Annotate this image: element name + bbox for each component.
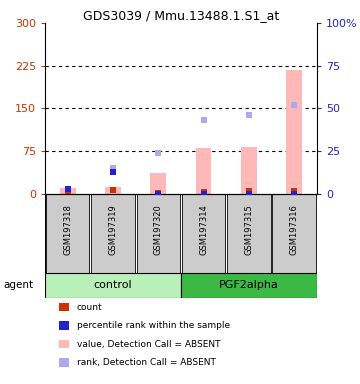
Text: count: count	[77, 303, 102, 312]
Text: GSM197320: GSM197320	[154, 204, 163, 255]
Bar	[105, 187, 121, 194]
Text: GSM197314: GSM197314	[199, 204, 208, 255]
Bar	[45, 273, 181, 298]
Bar	[181, 273, 317, 298]
Bar	[60, 188, 76, 194]
Bar	[227, 194, 271, 273]
Text: value, Detection Call = ABSENT: value, Detection Call = ABSENT	[77, 339, 220, 349]
Text: percentile rank within the sample: percentile rank within the sample	[77, 321, 230, 330]
Text: GSM197319: GSM197319	[108, 204, 117, 255]
Bar	[241, 147, 257, 194]
Bar	[182, 194, 225, 273]
Text: agent: agent	[4, 280, 34, 290]
Bar	[91, 194, 135, 273]
Text: GSM197316: GSM197316	[290, 204, 299, 255]
Text: GSM197318: GSM197318	[63, 204, 72, 255]
Text: control: control	[94, 280, 132, 290]
Title: GDS3039 / Mmu.13488.1.S1_at: GDS3039 / Mmu.13488.1.S1_at	[83, 9, 279, 22]
Text: GSM197315: GSM197315	[244, 204, 253, 255]
Text: PGF2alpha: PGF2alpha	[219, 280, 279, 290]
Text: rank, Detection Call = ABSENT: rank, Detection Call = ABSENT	[77, 358, 216, 367]
Bar	[150, 173, 166, 194]
Bar	[273, 194, 316, 273]
Bar	[46, 194, 89, 273]
Bar	[195, 148, 211, 194]
Bar	[286, 70, 302, 194]
Bar	[136, 194, 180, 273]
